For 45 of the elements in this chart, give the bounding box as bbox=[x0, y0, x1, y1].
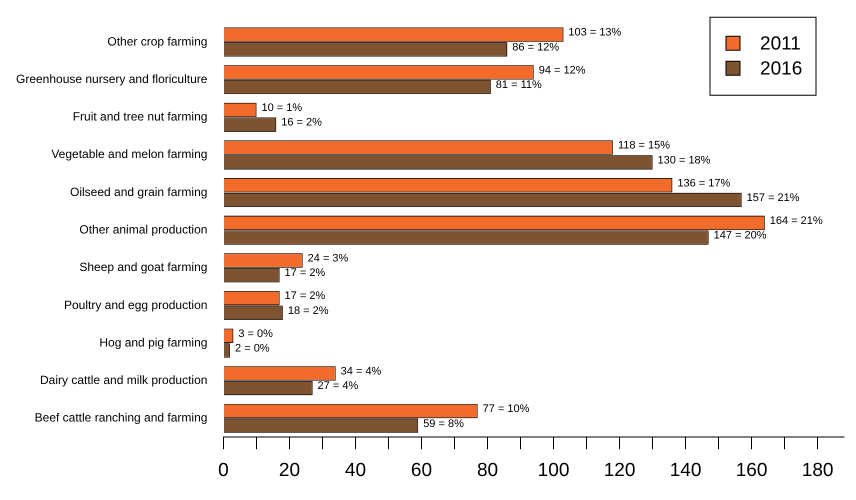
x-tick-label: 100 bbox=[538, 460, 570, 481]
data-label: 27 = 4% bbox=[318, 380, 358, 392]
data-label: 17 = 2% bbox=[284, 267, 326, 280]
legend-label: 2016 bbox=[760, 58, 802, 80]
x-tick-label: 0 bbox=[218, 460, 229, 481]
x-tick-label: 180 bbox=[802, 460, 834, 481]
x-tick-label: 160 bbox=[736, 460, 768, 481]
y-tick-label: Sheep and goat farming bbox=[79, 260, 208, 274]
y-tick-label: Oilseed and grain farming bbox=[70, 184, 208, 199]
data-label: 24 = 3% bbox=[308, 252, 349, 265]
data-label: 77 = 10% bbox=[482, 403, 530, 416]
data-label: 81 = 11% bbox=[496, 79, 542, 92]
data-label: 86 = 12% bbox=[512, 41, 560, 54]
data-label: 59 = 8% bbox=[423, 418, 464, 430]
data-label: 16 = 2% bbox=[281, 116, 322, 129]
legend-label: 2011 bbox=[760, 33, 801, 54]
data-label: 136 = 17% bbox=[677, 177, 730, 190]
data-label: 157 = 21% bbox=[746, 192, 800, 204]
y-tick-label: Vegetable and melon farming bbox=[51, 147, 208, 162]
y-tick-label: Other animal production bbox=[79, 222, 208, 237]
y-tick-label: Beef cattle ranching and farming bbox=[34, 410, 208, 425]
data-label: 147 = 20% bbox=[714, 230, 767, 242]
data-label: 130 = 18% bbox=[658, 154, 711, 166]
x-tick-label: 40 bbox=[344, 460, 366, 481]
y-tick-label: Dairy cattle and milk production bbox=[40, 373, 208, 388]
data-label: 103 = 13% bbox=[568, 26, 622, 39]
x-tick-label: 120 bbox=[604, 460, 636, 481]
y-tick-label: Poultry and egg production bbox=[64, 298, 208, 312]
data-label: 118 = 15% bbox=[618, 140, 670, 152]
data-label: 17 = 2% bbox=[284, 290, 326, 302]
data-label: 94 = 12% bbox=[538, 64, 586, 76]
x-tick-label: 140 bbox=[670, 460, 702, 481]
y-tick-label: Hog and pig farming bbox=[99, 335, 208, 350]
y-tick-label: Other crop farming bbox=[107, 34, 208, 48]
x-tick-label: 20 bbox=[278, 460, 300, 481]
data-label: 164 = 21% bbox=[770, 214, 823, 227]
data-label: 2 = 0% bbox=[235, 342, 270, 354]
y-tick-label: Greenhouse nursery and floriculture bbox=[16, 72, 208, 86]
y-tick-label: Fruit and tree nut farming bbox=[72, 110, 208, 124]
data-label: 3 = 0% bbox=[238, 328, 274, 340]
x-tick-label: 80 bbox=[476, 460, 498, 481]
data-label: 34 = 4% bbox=[340, 365, 382, 378]
data-label: 10 = 1% bbox=[261, 102, 302, 114]
data-label: 18 = 2% bbox=[288, 304, 329, 317]
x-tick-label: 60 bbox=[410, 460, 432, 481]
